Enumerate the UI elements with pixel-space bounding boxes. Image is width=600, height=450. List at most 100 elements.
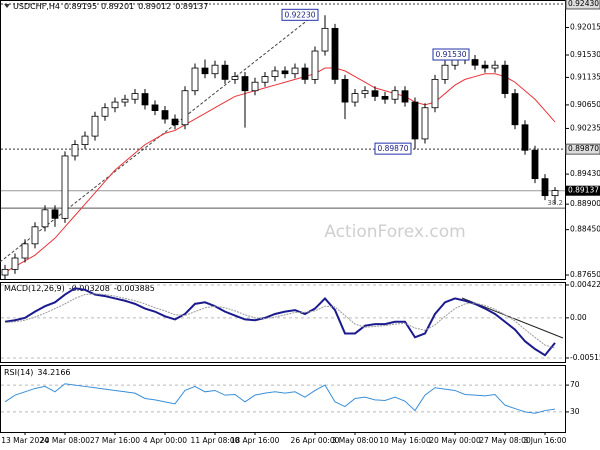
candle-body [121,98,129,103]
candle-body [161,110,169,120]
candle-body [391,90,399,100]
candle-body [471,59,479,66]
y-tick-label: 70 [570,380,580,389]
annotation-box [432,48,470,61]
candle-body [171,118,179,126]
level-box [565,0,600,10]
y-tick-label: 30 [570,407,580,416]
header-title: USDCHF,H4 [13,2,60,11]
candle-body [551,190,559,197]
candle-body [531,149,539,180]
annotation-box [374,142,412,155]
series-line [4,287,556,357]
candle-body [1,268,9,276]
candle-body [41,209,49,228]
candle-body [491,64,499,69]
candle-body [211,64,219,75]
x-tick-label: 4 Apr 00:00 [143,436,187,445]
candle-body [151,104,159,111]
candle-body [301,67,309,80]
last-price-box [566,185,600,196]
annotation-label: 0.91530 [435,50,466,59]
header-value: 0.89201 [101,2,134,11]
x-tick-label: 20 Mar 08:00 [40,436,90,445]
x-tick-label: 18 Apr 16:00 [231,436,280,445]
candle-body [511,93,519,126]
candle-body [261,76,269,83]
candle-body [371,90,379,97]
x-tick-label: 3 Jun 16:00 [524,436,567,445]
candle-body [91,115,99,137]
y-tick-label: 0.00 [570,313,587,322]
candle-body [101,107,109,117]
candle-body [191,67,199,92]
candle-body [51,209,59,219]
y-tick-label: 0.91135 [570,72,600,81]
candle-body [31,226,39,245]
header: RSI(14) 34.2166 [4,368,71,377]
y-tick-label: 0.91530 [570,50,600,59]
x-tick-label: 11 Apr 08:00 [191,436,240,445]
level-label: 0.89870 [568,144,599,153]
y-tick-label: 0.92015 [570,23,600,32]
macd-panel [0,282,566,363]
y-tick-label: 0.89430 [570,169,600,178]
y-tick-label: -0.005153 [570,353,600,362]
candle-body [321,27,329,52]
candle-body [541,178,549,197]
rsi-panel [0,365,566,433]
candle-body [381,96,389,100]
header-icon [4,4,10,8]
candle-body [441,64,449,80]
annotation-label: 0.92230 [284,10,315,19]
candle-body [421,107,429,140]
candle-body [131,93,139,100]
candle-body [11,257,19,270]
candle-body [411,101,419,140]
candle-body [81,135,89,146]
candle-body [481,64,489,69]
candle-body [341,78,349,103]
y-tick-label: 0.90650 [570,100,600,109]
header: USDCHF,H4 0.89195 0.89201 0.89012 0.89137 [13,2,208,11]
header-title: RSI(14) [4,368,33,377]
candle-body [201,67,209,75]
candle-body [351,93,359,103]
series-line [4,293,556,349]
header-value: 0.89195 [64,2,97,11]
price-panel [0,0,566,280]
x-tick-label: 3 May 08:00 [332,436,379,445]
candle-body [111,101,119,109]
candle-body [231,76,239,80]
moving-average [4,67,556,273]
watermark: ActionForex.com [324,222,465,242]
x-tick-label: 13 Mar 2024 [1,436,49,445]
candle-body [291,67,299,75]
candle-body [361,90,369,94]
candle-body [431,78,439,109]
x-tick-label: 10 May 16:00 [379,436,431,445]
candle-body [21,243,29,259]
candle-body [311,50,319,80]
y-tick-label: 0.88900 [570,199,600,208]
y-tick-label: 0.88450 [570,225,600,234]
series-line [4,383,556,414]
candle-body [71,144,79,157]
header-value: 0.89137 [175,2,208,11]
candle-body [501,64,509,94]
header-value: 34.2166 [37,368,70,377]
candle-body [331,27,339,80]
candle-body [61,155,69,219]
annotation-box [281,8,319,21]
candle-body [141,93,149,106]
level-label: 0.92430 [568,0,599,8]
y-tick-label: 0.90235 [570,123,600,132]
annotation-label: 0.89870 [377,144,408,153]
x-tick-label: 27 May 08:00 [479,436,531,445]
header: MACD(12,26,9) -0.003208 -0.003885 [4,284,155,293]
candle-body [181,90,189,126]
candle-body [521,124,529,151]
candle-body [251,81,259,92]
